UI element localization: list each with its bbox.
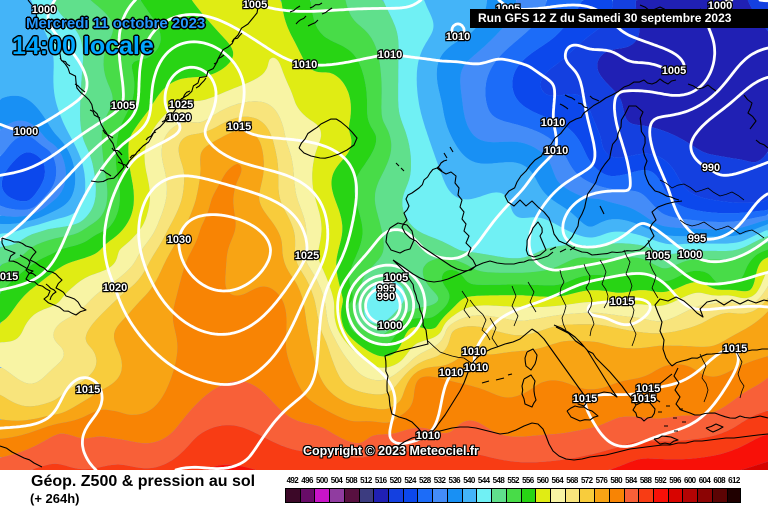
svg-text:1010: 1010: [439, 367, 463, 379]
svg-text:1010: 1010: [378, 49, 402, 61]
svg-text:1010: 1010: [446, 31, 470, 43]
svg-text:1015: 1015: [227, 121, 251, 133]
svg-text:1005: 1005: [111, 100, 135, 112]
svg-text:1025: 1025: [295, 250, 319, 262]
svg-text:1030: 1030: [167, 234, 191, 246]
svg-text:1020: 1020: [167, 112, 191, 124]
svg-text:1015: 1015: [573, 393, 597, 405]
svg-text:1015: 1015: [632, 393, 656, 405]
svg-text:1015: 1015: [610, 296, 634, 308]
svg-text:1015: 1015: [0, 271, 18, 283]
svg-text:995: 995: [688, 233, 706, 245]
svg-text:990: 990: [702, 162, 720, 174]
svg-text:1005: 1005: [384, 272, 408, 284]
svg-text:1015: 1015: [636, 383, 660, 395]
svg-text:1010: 1010: [544, 145, 568, 157]
svg-text:1010: 1010: [293, 59, 317, 71]
svg-text:1005: 1005: [646, 250, 670, 262]
svg-text:1010: 1010: [464, 362, 488, 374]
svg-text:1010: 1010: [541, 117, 565, 129]
svg-text:1000: 1000: [678, 249, 702, 261]
svg-text:1000: 1000: [14, 126, 38, 138]
svg-text:1010: 1010: [416, 430, 440, 442]
svg-text:995: 995: [377, 283, 395, 295]
svg-text:1025: 1025: [169, 99, 193, 111]
svg-text:1020: 1020: [103, 282, 127, 294]
svg-text:1005: 1005: [662, 65, 686, 77]
svg-text:1000: 1000: [378, 320, 402, 332]
svg-text:1015: 1015: [723, 343, 747, 355]
svg-text:1015: 1015: [76, 384, 100, 396]
svg-text:990: 990: [377, 291, 395, 303]
svg-text:1000: 1000: [32, 4, 56, 16]
svg-text:1010: 1010: [462, 346, 486, 358]
svg-text:1005: 1005: [243, 0, 267, 11]
